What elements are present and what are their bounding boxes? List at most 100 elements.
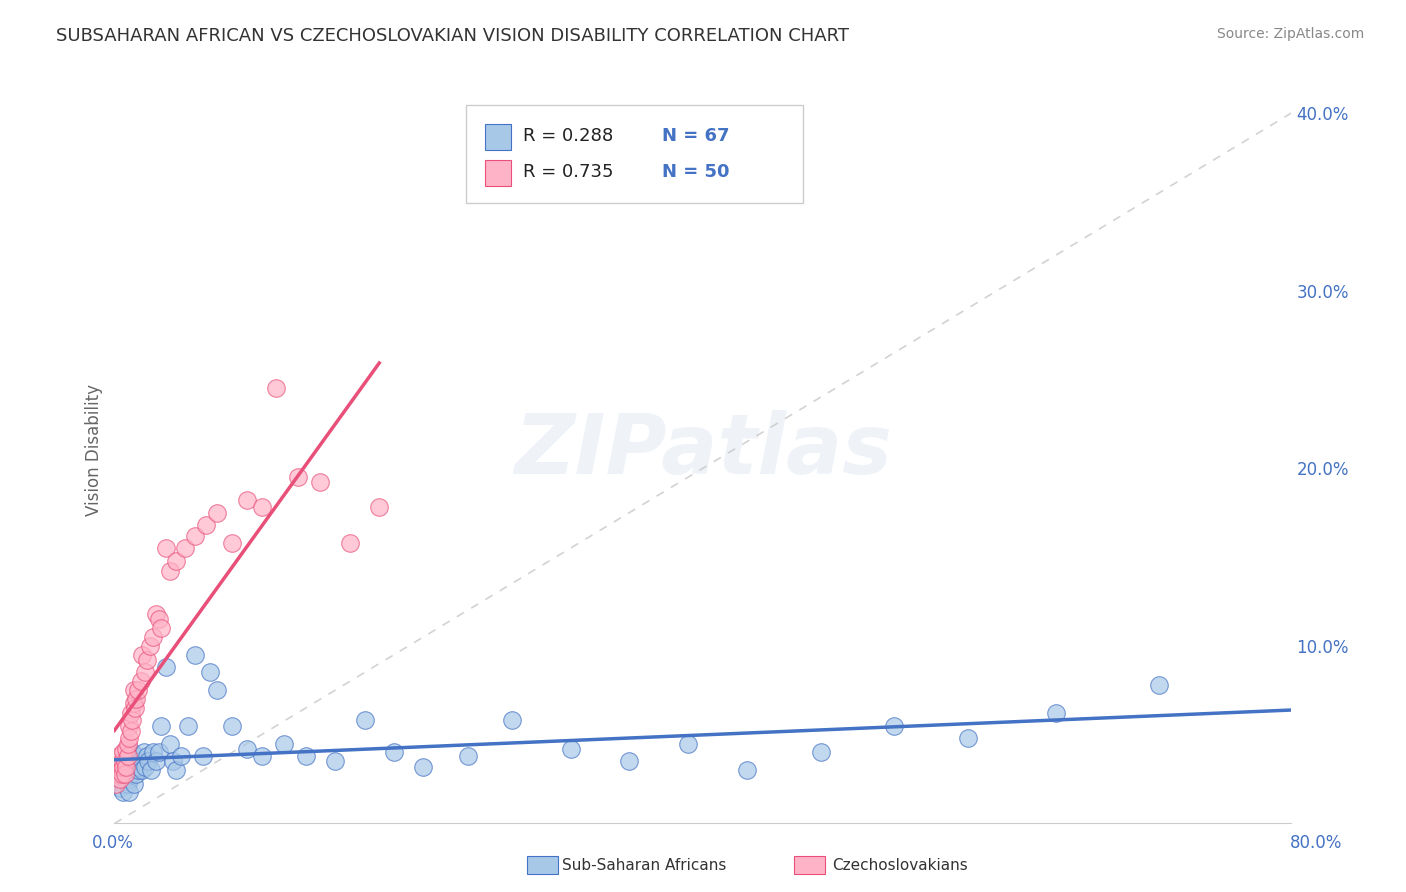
Point <box>368 500 391 515</box>
Point <box>112 777 135 791</box>
Point <box>148 746 170 760</box>
Point <box>142 746 165 760</box>
Point <box>115 759 138 773</box>
Point <box>127 763 149 777</box>
Point <box>127 683 149 698</box>
Point <box>184 529 207 543</box>
Point <box>165 763 187 777</box>
Point <box>115 754 138 768</box>
Point <box>120 766 142 780</box>
Point <box>309 475 332 490</box>
Point <box>138 639 160 653</box>
Text: Czechoslovakians: Czechoslovakians <box>832 858 969 872</box>
FancyBboxPatch shape <box>467 105 803 202</box>
Point <box>155 660 177 674</box>
Point <box>110 759 132 773</box>
Point <box>165 553 187 567</box>
Point <box>122 759 145 773</box>
Point <box>501 714 523 728</box>
Text: 0.0%: 0.0% <box>91 834 134 852</box>
Point <box>382 746 405 760</box>
Point <box>104 777 127 791</box>
Point <box>221 719 243 733</box>
Point <box>118 719 141 733</box>
Point <box>207 506 229 520</box>
Point <box>1147 678 1170 692</box>
Point <box>118 772 141 786</box>
Point <box>110 780 132 795</box>
Point <box>145 754 167 768</box>
Point <box>141 763 163 777</box>
Point <box>956 731 979 746</box>
Text: N = 50: N = 50 <box>662 163 730 181</box>
Point <box>250 500 273 515</box>
Point <box>619 754 641 768</box>
Point <box>105 763 128 777</box>
Point <box>129 754 152 768</box>
Point <box>111 754 134 768</box>
Point <box>264 381 287 395</box>
Point <box>111 766 134 780</box>
Point <box>117 777 139 791</box>
Text: Sub-Saharan Africans: Sub-Saharan Africans <box>562 858 727 872</box>
Point <box>221 536 243 550</box>
Point <box>135 749 157 764</box>
Point <box>118 763 141 777</box>
Point <box>118 784 141 798</box>
Point <box>134 665 156 680</box>
Point <box>122 683 145 698</box>
Point <box>128 759 150 773</box>
Point <box>148 612 170 626</box>
Point <box>112 784 135 798</box>
Point <box>120 706 142 721</box>
Point <box>198 665 221 680</box>
Point <box>412 759 434 773</box>
Point <box>110 772 132 786</box>
Point <box>112 759 135 773</box>
Point <box>114 759 136 773</box>
Point <box>132 746 155 760</box>
Point <box>560 742 582 756</box>
Point <box>108 749 131 764</box>
Point <box>155 541 177 556</box>
Point <box>121 746 143 760</box>
FancyBboxPatch shape <box>485 160 510 186</box>
Point <box>115 766 138 780</box>
Point <box>124 754 146 768</box>
Point <box>122 777 145 791</box>
Point <box>236 493 259 508</box>
Point <box>114 754 136 768</box>
Point <box>125 766 148 780</box>
Point <box>323 754 346 768</box>
Point <box>191 749 214 764</box>
Point <box>105 766 128 780</box>
Point <box>250 749 273 764</box>
Point <box>150 719 173 733</box>
Point <box>122 696 145 710</box>
Y-axis label: Vision Disability: Vision Disability <box>86 384 103 516</box>
FancyBboxPatch shape <box>485 124 510 150</box>
Point <box>121 714 143 728</box>
Point <box>236 742 259 756</box>
Text: SUBSAHARAN AFRICAN VS CZECHOSLOVAKIAN VISION DISABILITY CORRELATION CHART: SUBSAHARAN AFRICAN VS CZECHOSLOVAKIAN VI… <box>56 27 849 45</box>
Point <box>112 746 135 760</box>
Point <box>114 772 136 786</box>
Point <box>159 564 181 578</box>
Point <box>117 749 139 764</box>
Point <box>294 749 316 764</box>
Point <box>273 737 295 751</box>
Point <box>174 541 197 556</box>
Text: N = 67: N = 67 <box>662 128 730 145</box>
Point <box>125 692 148 706</box>
Point <box>177 719 200 733</box>
Point <box>184 648 207 662</box>
Point <box>676 737 699 751</box>
Point <box>135 653 157 667</box>
Point <box>129 674 152 689</box>
Point <box>125 749 148 764</box>
Point <box>108 772 131 786</box>
Point <box>287 470 309 484</box>
Point <box>145 607 167 621</box>
Point <box>120 724 142 739</box>
Point <box>111 766 134 780</box>
